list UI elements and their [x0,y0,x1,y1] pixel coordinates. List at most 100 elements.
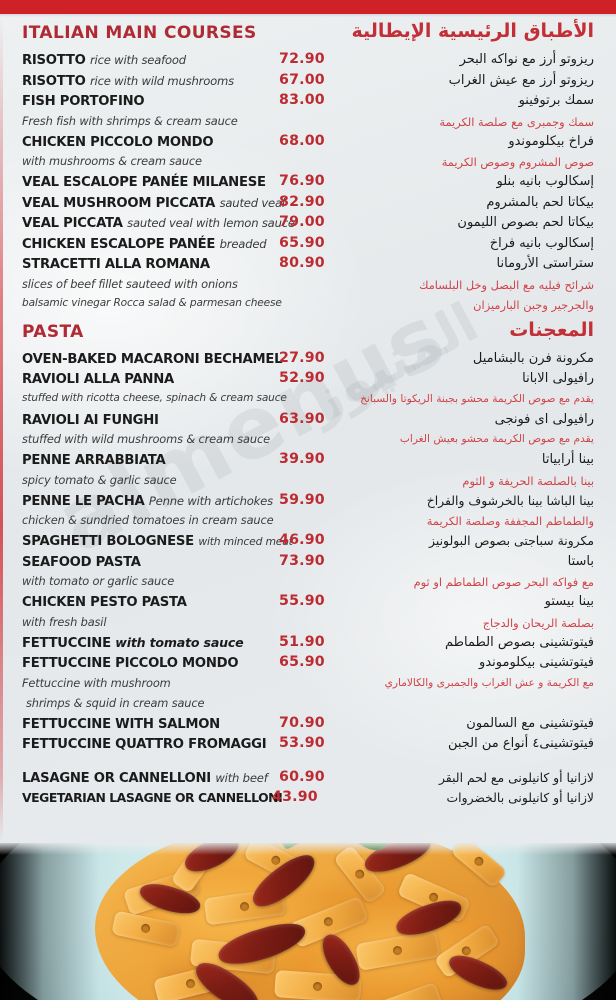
menu-item-row: CHICKEN ESCALOPE PANÉE breaded 65.90 إسكال… [0,235,616,256]
item-name-arabic: ستراستى الأرومانا [496,256,594,271]
item-name-arabic: رافيولى الابانا [522,371,594,386]
item-description: chicken & sundried tomatoes in cream sau… [22,513,274,527]
menu-item-row: CHICKEN PICCOLO MONDO 68.00 فراخ بيكلوموند… [0,133,616,154]
item-price: 82.90 [279,193,325,210]
item-english: CHICKEN PICCOLO MONDO [22,133,272,151]
pasta-mound [95,843,525,1000]
menu-item-row: SPAGHETTI BOLOGNESE with minced meat 46.9… [0,532,616,553]
item-name: FETTUCCINE PICCOLO MONDO [22,656,239,671]
item-english: PENNE ARRABBIATA [22,451,272,469]
item-english: CHICKEN ESCALOPE PANÉE breaded [22,235,272,253]
item-description-arabic: سمك وجمبرى مع صلصة الكريمة [439,114,594,129]
item-name: FISH PORTOFINO [22,94,145,109]
item-english: LASAGNE OR CANNELLONI with beef [22,769,272,787]
item-name-arabic: ريزوتو أرز مع عيش الغراب [448,72,594,88]
item-subtitle: breaded [219,236,267,251]
item-name-arabic: فيتوتشينى بيكلوموندو [479,655,594,670]
menu-item-row: VEGETARIAN LASAGNE OR CANNELLONI 43.90 لاز… [0,789,616,810]
item-description: with fresh basil [22,614,107,629]
item-price: 76.90 [279,173,325,189]
menu-item-description-row: with tomato or garlic sauce مع فواكه البح… [0,573,616,593]
menu-item-row: RAVIOLI ALLA PANNA 52.90 رافيولى الابانا [0,370,616,391]
top-red-bar [0,0,616,14]
item-name: STRACETTI ALLA ROMANA [22,257,210,272]
section-header-pasta: PASTA المعجنات [0,316,616,350]
item-english: FETTUCCINE with tomato sauce [22,634,272,652]
menu-item-row: STRACETTI ALLA ROMANA 80.90 ستراستى الأروم… [0,255,616,276]
item-name: VEGETARIAN LASAGNE OR CANNELLONI [22,790,283,805]
menu-item-row: FISH PORTOFINO 83.00 سمك برتوفينو [0,92,616,113]
item-name: LASAGNE OR CANNELLONI [22,770,211,786]
section-title-en: ITALIAN MAIN COURSES [22,23,257,43]
section-title-en: PASTA [22,321,84,342]
item-name-arabic: إسكالوب بانيه بنلو [496,174,594,189]
item-price: 67.00 [279,71,325,88]
item-subtitle: Penne with artichokes [148,493,273,508]
item-description: stuffed with wild mushrooms & cream sauc… [22,432,270,446]
menu-item-row: OVEN-BAKED MACARONI BECHAMEL 27.90 مكرونة … [0,350,616,371]
item-english: RAVIOLI ALLA PANNA [22,370,272,388]
item-name: FETTUCCINE WITH SALMON [22,716,220,732]
item-description-arabic: والطماطم المجففة وصلصة الكريمة [426,514,594,528]
item-price: 68.00 [279,132,325,149]
item-name-arabic: ريزوتو أرز مع نواكه البحر [459,52,594,67]
menu-item-row: CHICKEN PESTO PASTA 55.90 بينا بيستو [0,593,616,614]
item-name-arabic: لازانيا أو كانيلونى مع لحم البقر [438,769,594,785]
top-bar-shadow [0,14,616,17]
item-price: 73.90 [279,552,325,569]
item-price: 59.90 [279,491,325,508]
left-red-edge [0,14,3,843]
menu-item-row: LASAGNE OR CANNELLONI with beef 60.90 لازا… [0,769,616,790]
item-name: CHICKEN PICCOLO MONDO [22,134,214,150]
item-price: 72.90 [279,51,325,67]
item-price: 60.90 [279,768,325,785]
item-name-arabic: لازانيا أو كانيلونى بالخضروات [446,790,594,805]
menu-item-description-row: with mushrooms & cream sauce صوص المشروم … [0,153,616,173]
menu-item-description-row: slices of beef fillet sauteed with onion… [0,276,616,296]
penne-piece [368,981,444,1000]
item-name: RISOTTO [22,53,86,68]
menu-item-description-row: balsamic vinegar Rocca salad & parmesan … [0,296,616,316]
item-name-arabic: فيتوتشينى٤ أنواع من الجبن [447,736,594,751]
item-price: 43.90 [272,789,318,805]
item-name: RISOTTO [22,73,86,89]
menu-item-row: VEAL PICCATA sauted veal with lemon sauc… [0,214,616,235]
item-english: VEAL ESCALOPE PANÉE MILANESE [22,173,272,191]
item-description-arabic: والجرجير وجبن البارميزان [473,297,594,312]
item-name: FETTUCCINE [22,635,111,651]
menu-content: ITALIAN MAIN COURSES الأطباق الرئيسية الإ… [0,17,616,843]
item-price: 65.90 [279,234,325,251]
item-name-arabic: مكرونة سباجتى بصوص البولونيز [429,533,594,548]
item-name-arabic: فيتوتشينى مع السالمون [466,715,594,731]
section-header-italian-main-courses: ITALIAN MAIN COURSES الأطباق الرئيسية الإ… [0,17,616,51]
penne-piece [111,910,181,948]
item-name-arabic: بينا أرابياتا [541,452,594,467]
food-photo [0,843,616,1000]
item-english: FETTUCCINE PICCOLO MONDO [22,654,272,672]
item-name-arabic: إسكالوب بانيه فراخ [489,235,594,251]
item-name: SPAGHETTI BOLOGNESE [22,534,194,549]
item-english: SEAFOOD PASTA [22,553,272,571]
item-english: VEAL PICCATA sauted veal with lemon sauc… [22,214,295,232]
item-price: 65.90 [279,654,325,670]
item-name: VEAL MUSHROOM PICCATA [22,195,216,211]
menu-item-description-row: shrimps & squid in cream sauce [0,695,616,715]
menu-item-row: RAVIOLI AI FUNGHI 63.90 رافيولى اى فونجى [0,411,616,432]
menu-item-description-row: stuffed with wild mushrooms & cream sauc… [0,431,616,451]
section-title-ar: المعجنات [509,318,594,341]
item-description: with tomato or garlic sauce [22,574,175,588]
item-description: slices of beef fillet sauteed with onion… [22,276,238,291]
item-english: CHICKEN PESTO PASTA [22,593,272,611]
item-english: STRACETTI ALLA ROMANA [22,255,272,273]
item-name: OVEN-BAKED MACARONI BECHAMEL [22,351,283,367]
item-description: spicy tomato & garlic sauce [22,472,177,487]
menu-item-row: FETTUCCINE with tomato sauce 51.90 فيتوتشي… [0,634,616,655]
menu-item-row: PENNE LE PACHA Penne with artichokes 59.9… [0,492,616,513]
item-name: VEAL ESCALOPE PANÉE MILANESE [22,175,266,190]
item-price: 51.90 [279,633,325,650]
item-description-arabic: بصلصة الريحان والدجاج [482,615,594,630]
section-title-ar: الأطباق الرئيسية الإيطالية [351,20,594,42]
item-name-arabic: مكرونة فرن بالبشاميل [472,350,594,366]
item-subtitle: sauted veal with lemon sauce [127,216,295,230]
item-name-arabic: فيتوتشينى بصوص الطماطم [445,634,594,650]
